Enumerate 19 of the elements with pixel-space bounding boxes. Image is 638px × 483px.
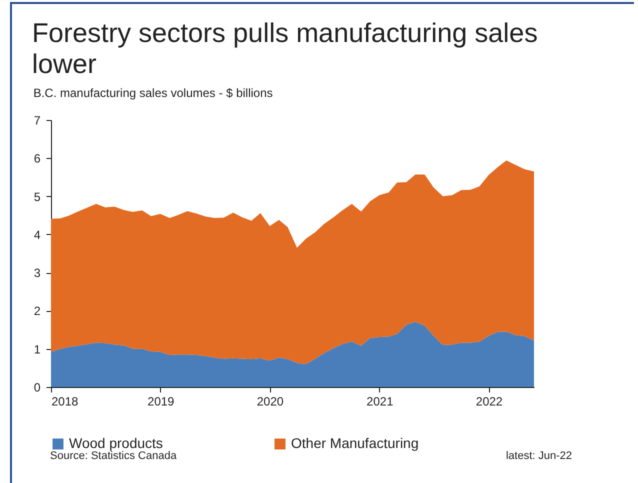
y-tick-label: 4	[34, 228, 41, 242]
source-note: Source: Statistics Canada	[50, 450, 177, 462]
y-tick-label: 6	[34, 152, 41, 166]
y-tick-label: 5	[34, 190, 41, 204]
y-tick-label: 1	[34, 342, 41, 356]
y-tick-label: 2	[34, 304, 41, 318]
y-tick-label: 7	[34, 114, 41, 128]
legend-label: Wood products	[69, 435, 163, 451]
y-tick-label: 0	[34, 380, 41, 394]
chart-title: Forestry sectors pulls manufacturing sales lower	[32, 18, 539, 80]
x-tick-label: 2019	[148, 394, 175, 408]
legend-label: Other Manufacturing	[291, 435, 419, 451]
x-tick-label: 2022	[476, 394, 503, 408]
x-tick-label: 2020	[256, 394, 284, 408]
x-tick-label: 2018	[52, 394, 79, 408]
text: latest: Jun-22	[506, 450, 572, 462]
chart-subtitle: B.C. manufacturing sales volumes - $ billions	[33, 86, 273, 100]
x-tick-label: 2021	[366, 394, 394, 408]
y-tick-label: 3	[34, 266, 41, 280]
